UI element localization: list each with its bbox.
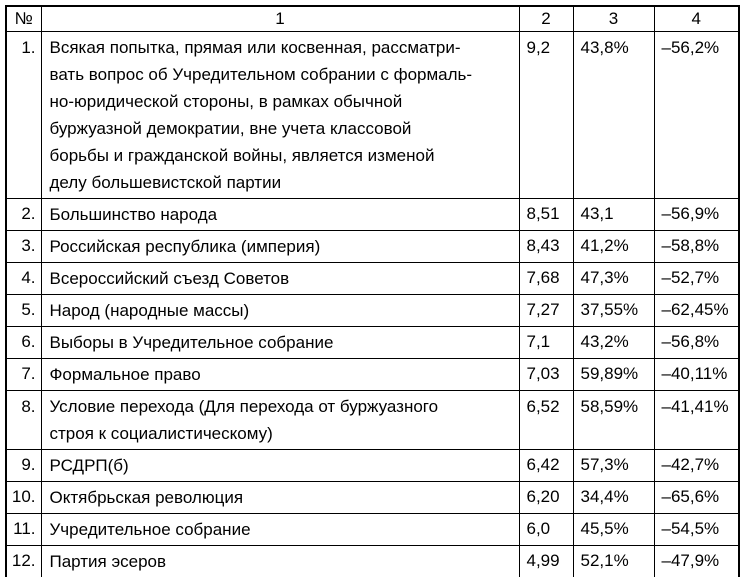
col2-value: 7,27 — [518, 294, 574, 327]
col3-value: 43,1 — [572, 198, 655, 231]
col2-value: 4,99 — [518, 545, 574, 577]
col3-value: 59,89% — [572, 358, 655, 391]
table-row: 8. Условие перехода (Для перехода от бур… — [5, 390, 740, 450]
term-cell: Выборы в Учредительное собрание — [40, 326, 520, 359]
col3-value: 41,2% — [572, 230, 655, 263]
row-number: 11. — [5, 513, 42, 546]
term-cell: Российская республика (империя) — [40, 230, 520, 263]
term-cell: Учредительное собрание — [40, 513, 520, 546]
col3-value: 52,1% — [572, 545, 655, 577]
col4-value: –52,7% — [653, 262, 740, 295]
row-number: 10. — [5, 481, 42, 514]
col4-value: –56,2% — [653, 31, 740, 199]
row-number: 5. — [5, 294, 42, 327]
col2-value: 7,1 — [518, 326, 574, 359]
header-column-3: 3 — [572, 5, 655, 32]
col3-value: 43,8% — [572, 31, 655, 199]
table-row: 10. Октябрьская революция 6,20 34,4% –65… — [5, 481, 740, 514]
col2-value: 6,20 — [518, 481, 574, 514]
col2-value: 7,03 — [518, 358, 574, 391]
row-number: 1. — [5, 31, 42, 199]
header-row: № 1 2 3 4 — [5, 5, 740, 32]
table-row: 12. Партия эсеров 4,99 52,1% –47,9% — [5, 545, 740, 577]
table-header: № 1 2 3 4 — [5, 5, 740, 32]
col4-value: –58,8% — [653, 230, 740, 263]
term-cell: Всякая попытка, прямая или косвенная, ра… — [40, 31, 520, 199]
row-number: 4. — [5, 262, 42, 295]
data-table: № 1 2 3 4 1. Всякая попытка, прямая или … — [5, 5, 740, 577]
row-number: 3. — [5, 230, 42, 263]
header-number-column: № — [5, 5, 42, 32]
term-cell: Большинство народа — [40, 198, 520, 231]
col2-value: 7,68 — [518, 262, 574, 295]
col3-value: 58,59% — [572, 390, 655, 450]
term-cell: Октябрьская революция — [40, 481, 520, 514]
row-number: 9. — [5, 449, 42, 482]
col4-value: –40,11% — [653, 358, 740, 391]
table-row: 7. Формальное право 7,03 59,89% –40,11% — [5, 358, 740, 391]
col4-value: –65,6% — [653, 481, 740, 514]
header-column-1: 1 — [40, 5, 520, 32]
term-cell: РСДРП(б) — [40, 449, 520, 482]
col2-value: 6,42 — [518, 449, 574, 482]
row-number: 2. — [5, 198, 42, 231]
table-body: 1. Всякая попытка, прямая или косвенная,… — [5, 31, 740, 577]
col4-value: –62,45% — [653, 294, 740, 327]
table-row: 2. Большинство народа 8,51 43,1 –56,9% — [5, 198, 740, 231]
col2-value: 8,43 — [518, 230, 574, 263]
col3-value: 37,55% — [572, 294, 655, 327]
col4-value: –56,9% — [653, 198, 740, 231]
col2-value: 6,52 — [518, 390, 574, 450]
term-cell: Формальное право — [40, 358, 520, 391]
table-row: 4. Всероссийский съезд Советов 7,68 47,3… — [5, 262, 740, 295]
table-row: 6. Выборы в Учредительное собрание 7,1 4… — [5, 326, 740, 359]
row-number: 6. — [5, 326, 42, 359]
table-row: 9. РСДРП(б) 6,42 57,3% –42,7% — [5, 449, 740, 482]
col3-value: 34,4% — [572, 481, 655, 514]
col2-value: 6,0 — [518, 513, 574, 546]
col3-value: 57,3% — [572, 449, 655, 482]
col4-value: –56,8% — [653, 326, 740, 359]
row-number: 7. — [5, 358, 42, 391]
table-row: 3. Российская республика (империя) 8,43 … — [5, 230, 740, 263]
table-row: 1. Всякая попытка, прямая или косвенная,… — [5, 31, 740, 199]
col3-value: 47,3% — [572, 262, 655, 295]
table-row: 11. Учредительное собрание 6,0 45,5% –54… — [5, 513, 740, 546]
row-number: 12. — [5, 545, 42, 577]
col2-value: 9,2 — [518, 31, 574, 199]
term-cell: Партия эсеров — [40, 545, 520, 577]
col4-value: –54,5% — [653, 513, 740, 546]
term-cell: Всероссийский съезд Советов — [40, 262, 520, 295]
header-column-4: 4 — [653, 5, 740, 32]
header-column-2: 2 — [518, 5, 574, 32]
col4-value: –47,9% — [653, 545, 740, 577]
col3-value: 43,2% — [572, 326, 655, 359]
col4-value: –42,7% — [653, 449, 740, 482]
term-cell: Народ (народные массы) — [40, 294, 520, 327]
col3-value: 45,5% — [572, 513, 655, 546]
row-number: 8. — [5, 390, 42, 450]
term-cell: Условие перехода (Для перехода от буржуа… — [40, 390, 520, 450]
col2-value: 8,51 — [518, 198, 574, 231]
table-row: 5. Народ (народные массы) 7,27 37,55% –6… — [5, 294, 740, 327]
col4-value: –41,41% — [653, 390, 740, 450]
